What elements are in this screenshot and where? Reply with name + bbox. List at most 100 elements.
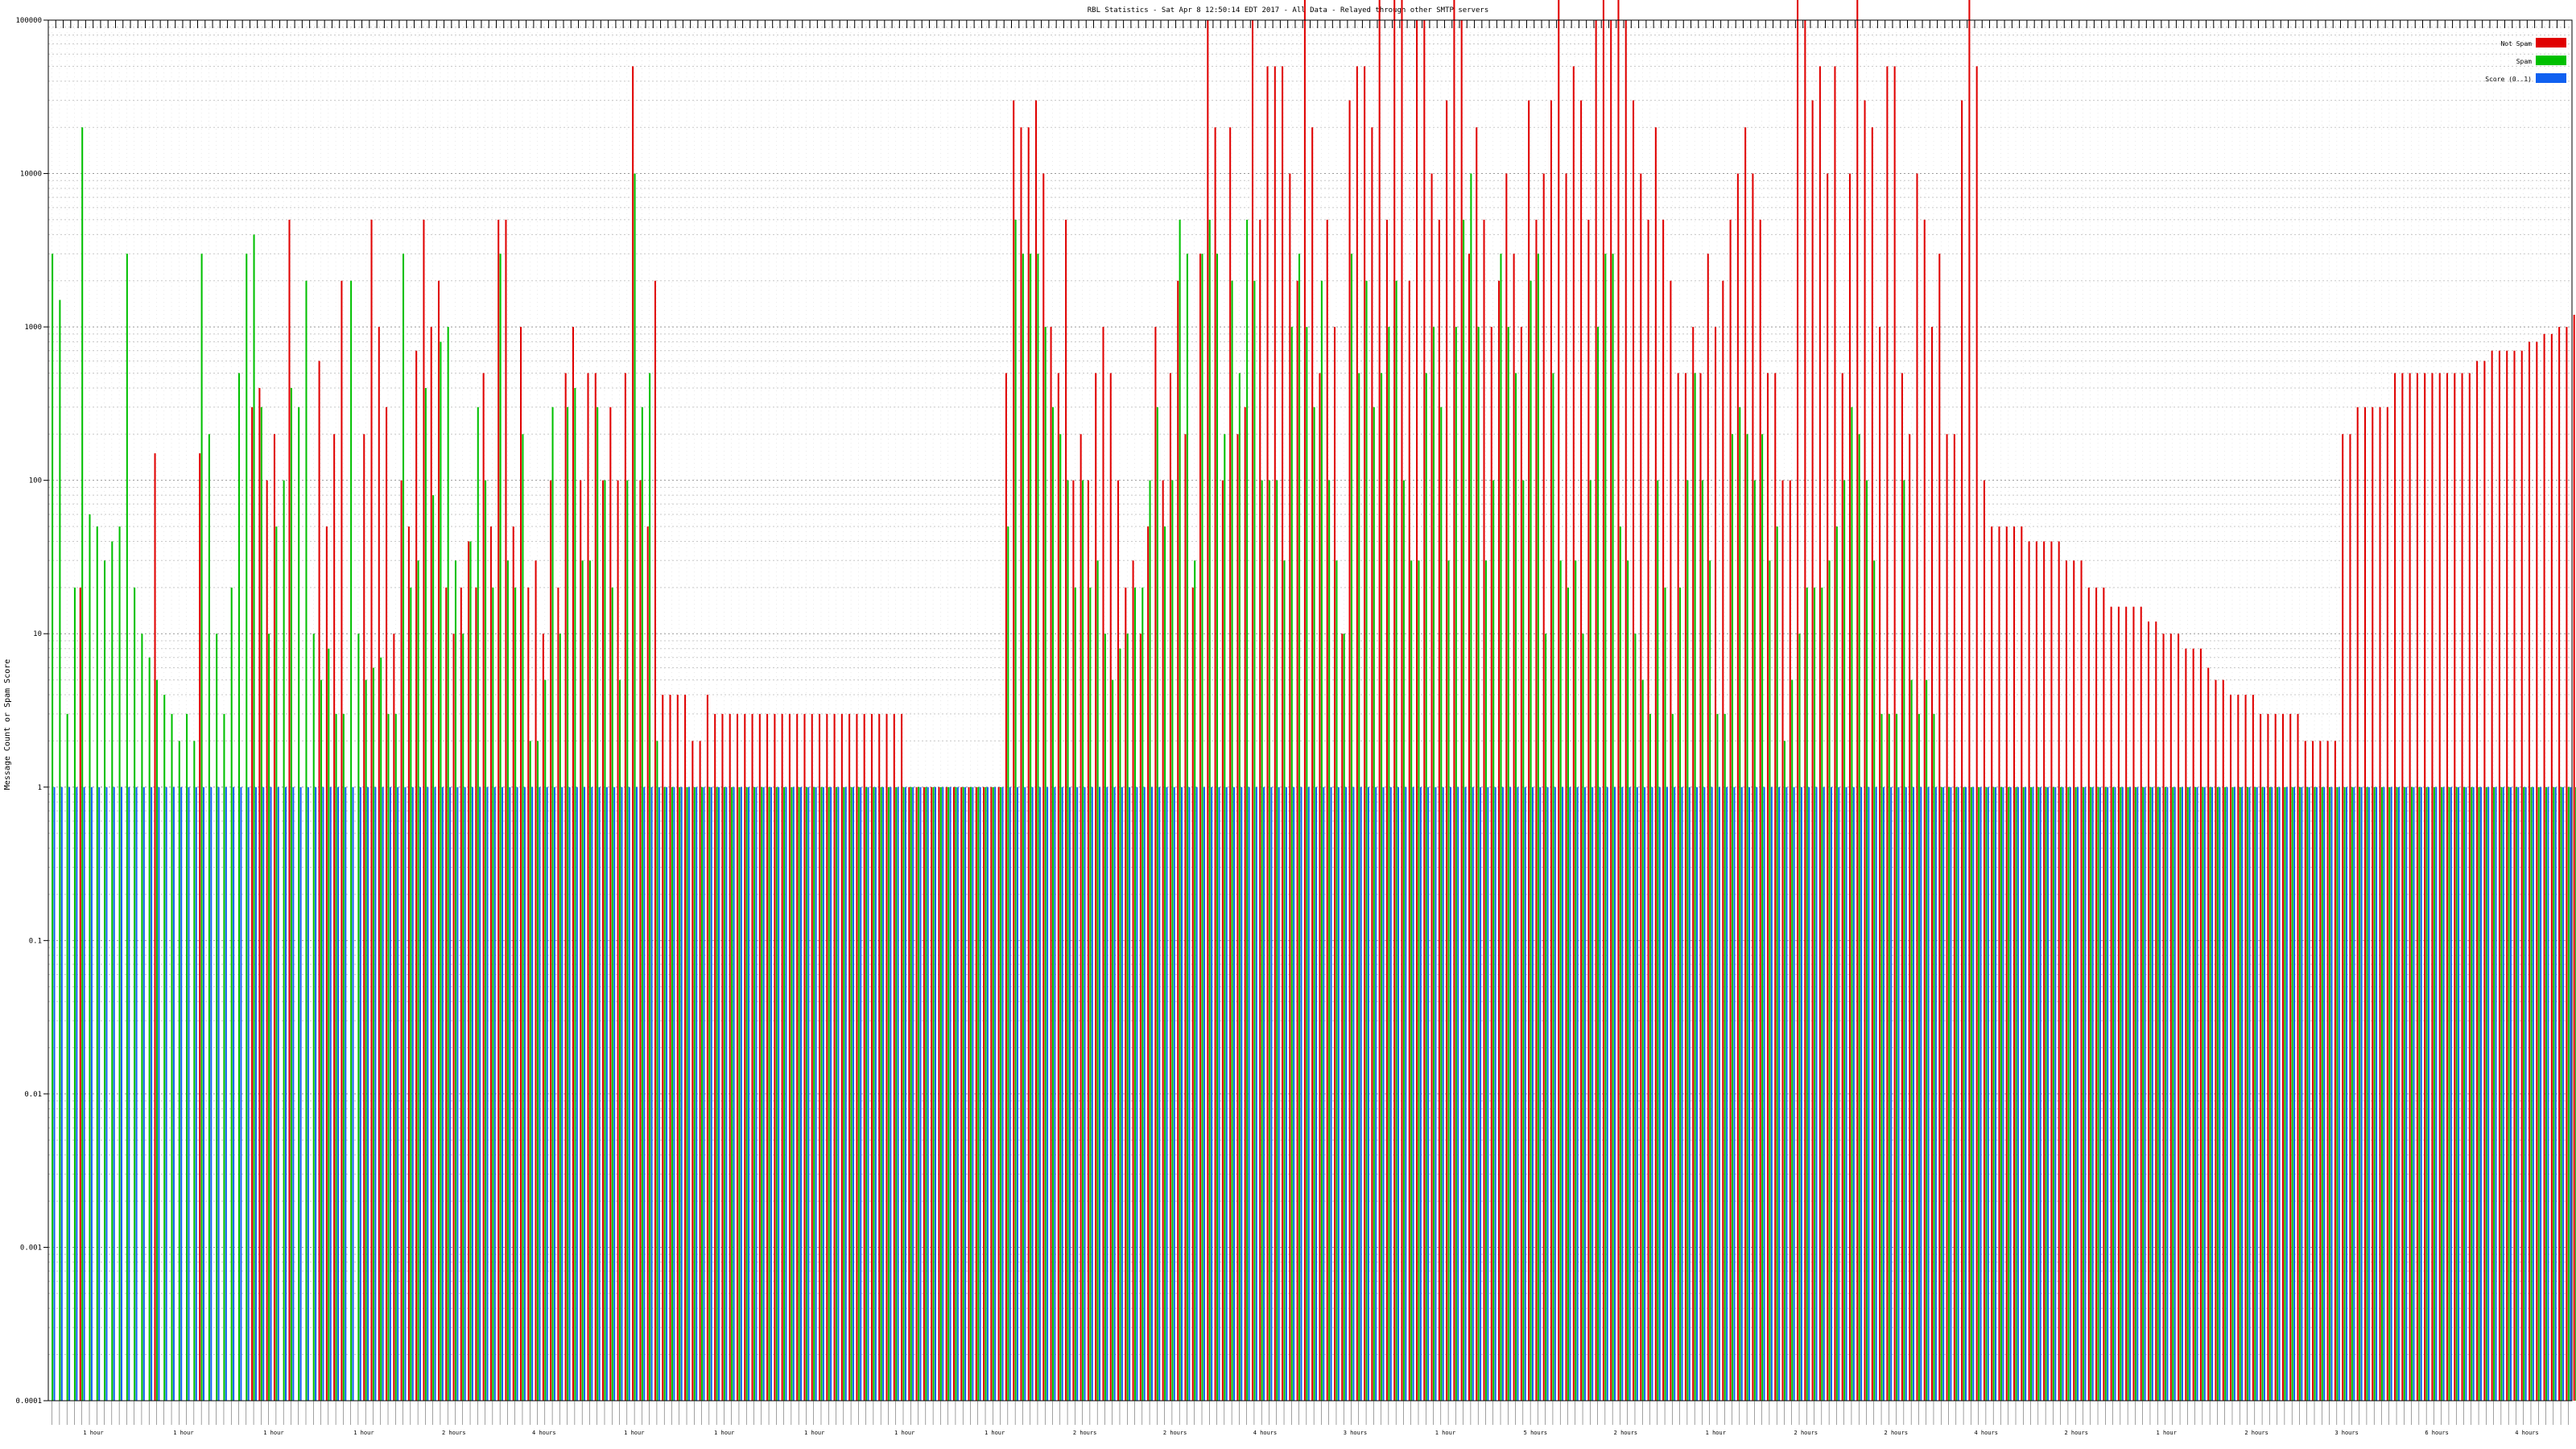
bar-spam xyxy=(440,341,442,1402)
bar-score xyxy=(1300,786,1302,1401)
bar-not-spam xyxy=(1893,66,1896,1402)
bar-spam xyxy=(2493,786,2496,1401)
bar-not-spam xyxy=(1879,327,1881,1401)
bar-score xyxy=(2502,786,2504,1401)
bar-score xyxy=(2435,786,2438,1401)
bar-score xyxy=(942,786,944,1401)
bar-not-spam xyxy=(1610,20,1612,1401)
bar-spam xyxy=(372,667,374,1401)
bar-score xyxy=(2062,786,2064,1401)
bar-spam xyxy=(2231,786,2234,1401)
bar-spam xyxy=(1985,786,1988,1401)
bar-score xyxy=(427,786,429,1401)
bar-score xyxy=(725,786,728,1401)
bar-spam xyxy=(2366,786,2368,1401)
bar-score xyxy=(635,786,638,1401)
bar-not-spam xyxy=(2401,373,2404,1402)
bar-score xyxy=(419,786,422,1401)
bar-score xyxy=(53,786,56,1401)
x-tick-label: 2 hours xyxy=(1794,1430,1818,1436)
bar-not-spam xyxy=(1042,173,1045,1401)
bar-spam xyxy=(1037,254,1039,1402)
bar-spam xyxy=(1358,373,1360,1402)
legend-label: Not Spam xyxy=(2500,40,2532,47)
bar-score xyxy=(1591,786,1594,1401)
bar-score xyxy=(172,786,175,1401)
bar-not-spam xyxy=(2005,526,2008,1401)
bar-spam xyxy=(2104,786,2107,1401)
bar-spam xyxy=(1402,480,1405,1402)
bar-not-spam xyxy=(1692,327,1695,1401)
bar-score xyxy=(1770,786,1773,1401)
bar-score xyxy=(1188,786,1191,1401)
bar-spam xyxy=(895,786,898,1401)
bar-not-spam xyxy=(2349,434,2351,1401)
bar-score xyxy=(1389,786,1392,1401)
bar-score xyxy=(673,786,675,1401)
bar-score xyxy=(397,786,399,1401)
chart-title: RBL Statistics - Sat Apr 8 12:50:14 EDT … xyxy=(1088,6,1489,14)
bar-score xyxy=(1068,786,1071,1401)
bar-spam xyxy=(1597,327,1600,1401)
bar-spam xyxy=(2224,786,2227,1401)
bar-not-spam xyxy=(288,219,291,1401)
bar-spam xyxy=(618,679,621,1401)
bar-spam xyxy=(1806,587,1808,1401)
bar-score xyxy=(456,786,459,1401)
bar-spam xyxy=(2037,786,2040,1401)
bar-spam xyxy=(1641,679,1644,1401)
bar-score xyxy=(262,786,265,1401)
bar-score xyxy=(441,786,444,1401)
bar-not-spam xyxy=(1319,373,1321,1402)
bar-score xyxy=(523,786,526,1401)
bar-score xyxy=(1726,786,1728,1401)
bar-not-spam xyxy=(542,634,544,1401)
bar-spam xyxy=(1044,327,1046,1401)
bar-spam xyxy=(52,254,54,1402)
bar-not-spam xyxy=(1946,434,1948,1401)
bar-score xyxy=(1136,786,1138,1401)
bar-score xyxy=(1472,786,1474,1401)
bar-score xyxy=(1024,786,1026,1401)
bar-spam xyxy=(290,387,292,1402)
bar-score xyxy=(449,786,452,1401)
bar-not-spam xyxy=(931,786,933,1401)
bar-score xyxy=(1621,786,1624,1401)
bar-score xyxy=(1972,786,1975,1401)
bar-spam xyxy=(1059,434,1062,1401)
bar-not-spam xyxy=(1453,0,1455,1401)
bar-spam xyxy=(2359,786,2361,1401)
bar-spam xyxy=(1880,713,1883,1401)
bar-not-spam xyxy=(1528,100,1530,1401)
bar-not-spam xyxy=(1109,373,1112,1402)
bar-not-spam xyxy=(1818,66,1821,1402)
bar-score xyxy=(345,786,347,1401)
bar-spam xyxy=(387,713,390,1401)
bar-spam xyxy=(2396,786,2398,1401)
bar-spam xyxy=(1783,741,1785,1401)
bar-spam xyxy=(89,514,91,1402)
bar-spam xyxy=(134,587,136,1401)
bar-score xyxy=(2315,786,2318,1401)
bar-score xyxy=(2196,786,2198,1401)
bar-score xyxy=(188,786,190,1401)
bar-not-spam xyxy=(1282,66,1284,1402)
bar-spam xyxy=(66,713,68,1401)
bar-not-spam xyxy=(2379,407,2381,1401)
bar-spam xyxy=(1030,254,1032,1402)
bar-not-spam xyxy=(1229,127,1232,1402)
bar-spam xyxy=(1896,713,1898,1401)
bar-score xyxy=(2174,786,2176,1401)
bar-score xyxy=(292,786,295,1401)
bar-not-spam xyxy=(1886,66,1889,1402)
bar-score xyxy=(1815,786,1818,1401)
bar-score xyxy=(2524,786,2527,1401)
bar-spam xyxy=(701,786,704,1401)
bar-spam xyxy=(761,786,763,1401)
bar-spam xyxy=(1470,173,1472,1401)
bar-not-spam xyxy=(2304,741,2306,1401)
bar-score xyxy=(1674,786,1676,1401)
bar-spam xyxy=(574,387,576,1402)
bar-not-spam xyxy=(2050,541,2053,1401)
bar-score xyxy=(1554,786,1556,1401)
